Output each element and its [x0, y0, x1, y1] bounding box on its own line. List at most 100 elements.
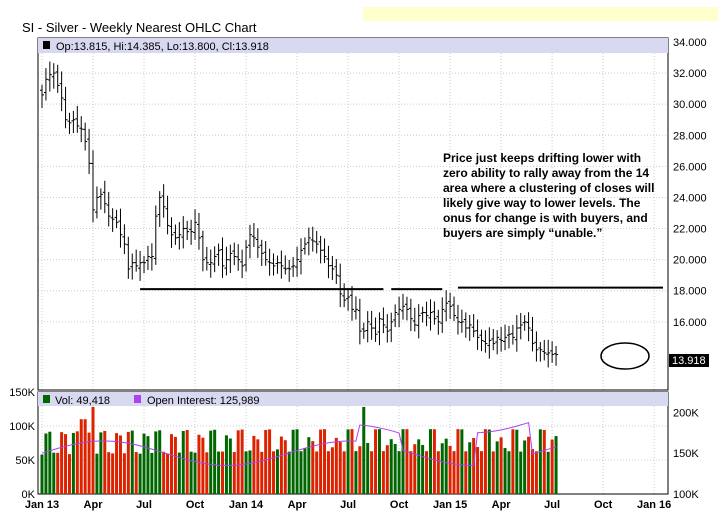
- volume-bar: [527, 436, 531, 494]
- volume-bar: [173, 436, 177, 494]
- price-tick-label: 22.000: [673, 224, 707, 236]
- volume-bar: [295, 429, 299, 494]
- volume-bar: [115, 433, 119, 494]
- date-tick-label: Jul: [136, 499, 152, 511]
- volume-bar: [538, 429, 542, 494]
- volume-bar: [260, 451, 264, 494]
- volume-bar: [499, 437, 503, 494]
- volume-bar: [476, 447, 480, 494]
- price-tick-label: 26.000: [673, 161, 707, 173]
- volume-bar: [252, 435, 256, 494]
- price-cluster-circle: [600, 342, 650, 370]
- volume-bar: [275, 449, 279, 494]
- volume-bar: [193, 452, 197, 494]
- volume-bar: [287, 451, 291, 494]
- volume-bar: [103, 430, 107, 494]
- volume-bar: [177, 452, 181, 494]
- volume-bar: [122, 453, 126, 494]
- volume-bar: [507, 451, 511, 494]
- price-tick-label: 16.000: [673, 317, 707, 329]
- ohlc-legend: Op:13.815, Hi:14.385, Lo:13.800, Cl:13.9…: [56, 41, 269, 53]
- date-tick-label: Apr: [84, 499, 104, 511]
- volume-bar: [162, 451, 166, 494]
- volume-bar: [224, 435, 228, 494]
- volume-bar: [409, 451, 413, 494]
- volume-bar: [405, 429, 409, 494]
- support-lines: [140, 286, 663, 291]
- volume-bar: [217, 451, 221, 494]
- volume-bar: [452, 451, 456, 494]
- volume-bar: [319, 429, 323, 494]
- volume-bar: [534, 451, 538, 494]
- volume-bars: [40, 406, 558, 494]
- price-tick-label: 32.000: [673, 68, 707, 80]
- volume-bar: [213, 429, 217, 494]
- volume-bar: [374, 429, 378, 494]
- volume-bar: [142, 433, 146, 494]
- volume-bar: [272, 451, 276, 494]
- price-tick-label: 18.000: [673, 286, 707, 298]
- volume-bar: [221, 451, 225, 494]
- volume-bar: [52, 452, 56, 494]
- volume-bar: [228, 438, 232, 494]
- annotation-line-6: buyers are simply “unable.”: [443, 226, 602, 240]
- volume-bar: [99, 432, 103, 494]
- open-interest-axis: 200K 150K 100K: [673, 407, 699, 501]
- open-interest-line: [41, 421, 557, 466]
- price-tick-label: 28.000: [673, 130, 707, 142]
- chart-title: SI - Silver - Weekly Nearest OHLC Chart: [22, 20, 257, 35]
- volume-bar: [67, 454, 71, 494]
- volume-bar: [366, 442, 370, 494]
- volume-axis: 150K 100K 50K 0K: [9, 387, 35, 501]
- volume-bar: [554, 436, 558, 494]
- volume-bar: [354, 451, 358, 494]
- volume-bar: [91, 406, 95, 494]
- ohlc-legend-swatch: [43, 41, 50, 49]
- volume-bar: [60, 432, 64, 494]
- volume-bar: [413, 444, 417, 494]
- volume-bar: [531, 449, 535, 494]
- volume-bar: [479, 451, 483, 494]
- volume-bar: [303, 448, 307, 494]
- price-axis: 34.000 32.000 30.000 28.000 26.000 24.000 22.0…: [673, 37, 707, 329]
- volume-bar: [550, 439, 554, 494]
- volume-bar: [464, 451, 468, 494]
- price-tick-label: 30.000: [673, 99, 707, 111]
- annotation-line-4: likely give way to lower levels. The: [443, 196, 641, 210]
- volume-bar: [389, 439, 393, 494]
- volume-bar: [444, 438, 448, 494]
- volume-tick-label: 100K: [9, 421, 35, 433]
- volume-bar: [311, 441, 315, 494]
- oi-tick-label: 100K: [673, 489, 699, 501]
- volume-bar: [307, 437, 311, 494]
- date-tick-label: Oct: [390, 499, 409, 511]
- volume-bar: [264, 430, 268, 494]
- volume-bar: [118, 435, 122, 494]
- volume-bar: [523, 440, 527, 494]
- volume-bar: [436, 451, 440, 494]
- volume-bar: [362, 406, 366, 494]
- volume-bar: [323, 429, 327, 494]
- date-tick-label: Jul: [544, 499, 560, 511]
- volume-bar: [448, 445, 452, 494]
- price-tick-label: 20.000: [673, 255, 707, 267]
- volume-bar: [468, 442, 472, 494]
- volume-bar: [268, 429, 272, 494]
- volume-legend: Vol: 49,418: [55, 395, 110, 407]
- date-tick-label: Jan 13: [25, 499, 59, 511]
- volume-bar: [279, 436, 283, 494]
- volume-bar: [428, 429, 432, 494]
- volume-bar: [44, 433, 48, 494]
- volume-bar: [393, 443, 397, 494]
- volume-bar: [425, 451, 429, 494]
- top-highlight-bar: [363, 7, 718, 21]
- volume-bar: [166, 453, 170, 494]
- volume-bar: [291, 429, 295, 494]
- volume-bar: [205, 452, 209, 494]
- volume-bar: [503, 448, 507, 494]
- volume-bar: [107, 452, 111, 494]
- volume-bar: [95, 453, 99, 494]
- volume-tick-label: 50K: [15, 455, 35, 467]
- annotation-line-5: onus for change is with buyers, and: [443, 211, 648, 225]
